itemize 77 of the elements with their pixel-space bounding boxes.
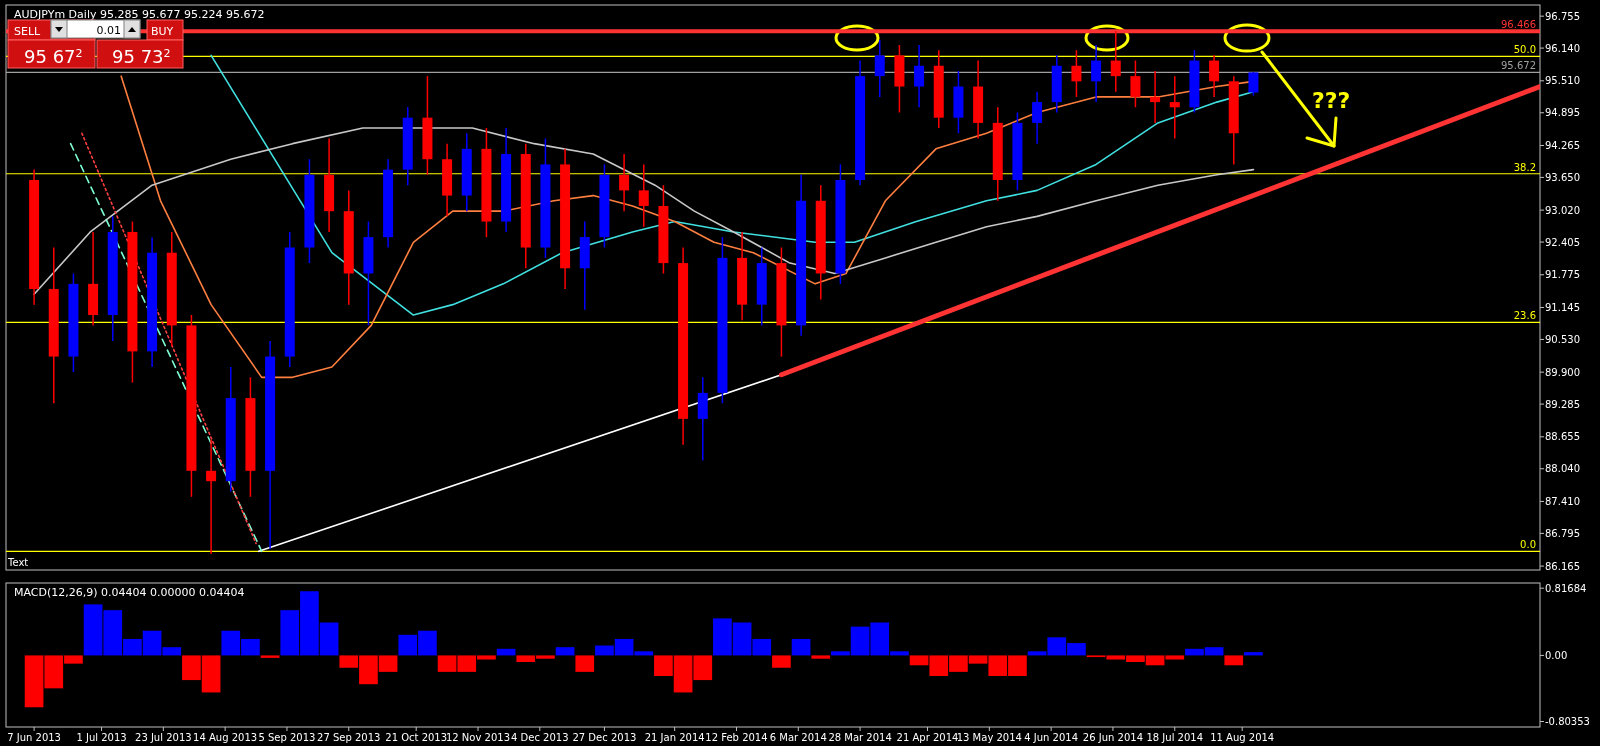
candlestick: [638, 163, 649, 228]
y-tick-label: 96.140: [1545, 42, 1580, 54]
x-tick-label: 23 Jul 2013: [135, 732, 192, 743]
y-tick-label: 95.510: [1545, 75, 1580, 87]
x-tick-label: 18 Jul 2014: [1146, 732, 1204, 743]
ref-line-label: 95.672: [1501, 60, 1536, 72]
x-tick-label: 1 Jul 2013: [76, 732, 127, 743]
annotation: BUY: [151, 25, 174, 38]
candlestick: [619, 153, 630, 212]
ref-line-label: 96.466: [1501, 19, 1536, 31]
annotation: 38.2: [1513, 161, 1536, 173]
x-tick-label: 26 Jun 2014: [1082, 732, 1144, 743]
x-tick-label: 5 Sep 2013: [258, 732, 316, 743]
bar: [1244, 652, 1263, 656]
candlestick: [1248, 71, 1259, 97]
y-tick-label: 93.650: [1545, 171, 1580, 183]
y-tick-label: 86.795: [1545, 527, 1580, 539]
bar: [555, 647, 575, 656]
x-tick-label: 4 Jun 2014: [1024, 732, 1079, 743]
annotation: 95 73$^{2}$: [112, 46, 171, 67]
bar: [811, 655, 831, 659]
x-tick-label: 7 Jun 2013: [7, 732, 61, 743]
annotation: 0.01: [96, 24, 121, 37]
candlestick: [874, 39, 885, 98]
y-tick-label: 96.755: [1545, 10, 1580, 22]
bar: [1224, 655, 1244, 666]
bar: [772, 655, 791, 668]
x-tick-label: 11 Aug 2014: [1210, 732, 1275, 743]
x-tick-label: 27 Sep 2013: [317, 732, 381, 743]
x-tick-label: 6 Mar 2014: [769, 732, 827, 743]
bar: [791, 638, 811, 656]
y-tick-label: 91.145: [1545, 301, 1580, 313]
candlestick: [1110, 30, 1121, 93]
annotation: 23.6: [1513, 310, 1536, 322]
x-tick-label: 21 Jan 2014: [644, 732, 705, 743]
x-tick-label: 28 Mar 2014: [828, 732, 892, 743]
candlestick: [1091, 44, 1102, 103]
y-tick-label: 89.900: [1545, 366, 1580, 378]
candlestick: [1150, 70, 1161, 124]
x-tick-label: 27 Dec 2013: [572, 732, 637, 743]
annotation: 50.0: [1513, 44, 1536, 56]
candlestick: [1071, 49, 1082, 98]
y-tick-label: 86.165: [1545, 560, 1580, 572]
y-tick-label: 94.895: [1545, 107, 1580, 119]
annotation: 95 67$^{2}$: [24, 46, 83, 67]
y-tick-label: 87.410: [1545, 495, 1580, 507]
line-series: [33, 127, 1255, 296]
annotation: SELL: [14, 25, 42, 38]
bar: [575, 655, 595, 672]
x-tick-label: 4 Dec 2013: [511, 732, 569, 743]
candlestick: [1032, 90, 1043, 145]
y-tick-label: 91.775: [1545, 269, 1580, 281]
annotation: 0.0: [1520, 539, 1536, 551]
x-tick-label: 14 Aug 2013: [193, 732, 258, 743]
bar: [260, 655, 280, 658]
y-tick-label: 92.405: [1545, 236, 1580, 248]
y-tick-label: 89.285: [1545, 398, 1580, 410]
y-tick-label: 0.00: [1545, 649, 1568, 661]
candlestick: [1169, 75, 1180, 140]
y-tick-label: 0.81684: [1545, 582, 1587, 594]
candlestick: [914, 44, 925, 109]
x-tick-label: 21 Oct 2013: [385, 732, 448, 743]
chart-title: MACD(12,26,9) 0.04404 0.00000 0.04404: [14, 586, 245, 599]
annotation: Text: [7, 557, 29, 568]
y-tick-label: 88.655: [1545, 431, 1580, 443]
x-tick-label: 21 Apr 2014: [896, 732, 959, 743]
y-tick-label: 94.265: [1545, 139, 1580, 151]
annotation: ???: [1312, 88, 1351, 113]
y-tick-label: -0.80353: [1545, 716, 1590, 728]
candlestick: [206, 438, 217, 555]
x-tick-label: 12 Feb 2014: [705, 732, 768, 743]
y-tick-label: 88.040: [1545, 463, 1580, 475]
y-tick-label: 93.020: [1545, 204, 1580, 216]
candlestick: [1130, 59, 1141, 109]
chart-title: AUDJPYm Daily 95.285 95.677 95.224 95.672: [14, 8, 265, 21]
y-tick-label: 90.530: [1545, 333, 1580, 345]
candlestick: [1209, 54, 1220, 98]
